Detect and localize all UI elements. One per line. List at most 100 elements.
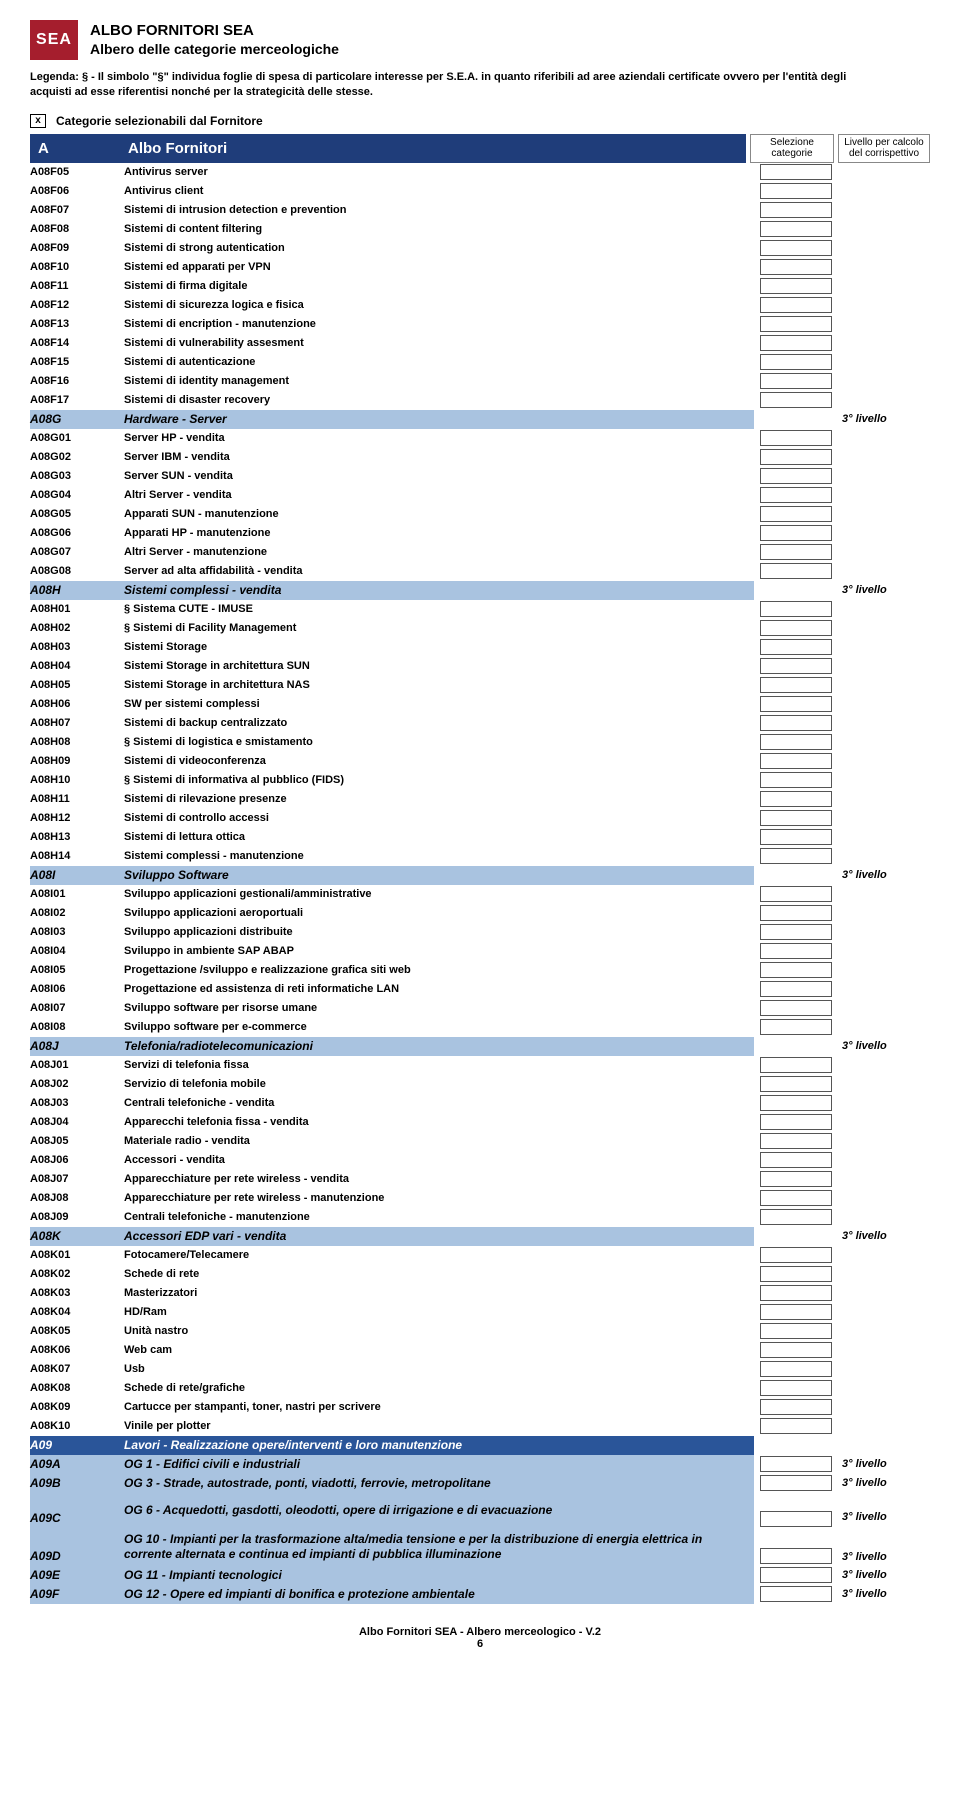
- selection-checkbox[interactable]: [760, 772, 832, 788]
- selection-checkbox[interactable]: [760, 259, 832, 275]
- table-row: A08H10§ Sistemi di informativa al pubbli…: [30, 771, 930, 790]
- selection-checkbox[interactable]: [760, 221, 832, 237]
- row-level: [838, 543, 930, 562]
- row-level: [838, 1132, 930, 1151]
- row-selection-cell: [754, 1246, 838, 1265]
- selection-checkbox[interactable]: [760, 1548, 832, 1564]
- row-level: 3° livello: [838, 1474, 930, 1493]
- table-row: A08K05Unità nastro: [30, 1322, 930, 1341]
- selection-checkbox[interactable]: [760, 1171, 832, 1187]
- selection-checkbox[interactable]: [760, 183, 832, 199]
- selection-checkbox[interactable]: [760, 278, 832, 294]
- selection-checkbox[interactable]: [760, 316, 832, 332]
- selection-checkbox[interactable]: [760, 1095, 832, 1111]
- selection-checkbox[interactable]: [760, 981, 832, 997]
- selection-checkbox[interactable]: [760, 1342, 832, 1358]
- selection-checkbox[interactable]: [760, 1304, 832, 1320]
- selection-checkbox[interactable]: [760, 924, 832, 940]
- selection-checkbox[interactable]: [760, 734, 832, 750]
- row-description: Unità nastro: [120, 1322, 754, 1341]
- selection-checkbox[interactable]: [760, 1511, 832, 1527]
- selection-checkbox[interactable]: [760, 810, 832, 826]
- selection-checkbox[interactable]: [760, 335, 832, 351]
- row-code: A08K01: [30, 1246, 120, 1265]
- table-row: A08G03Server SUN - vendita: [30, 467, 930, 486]
- selection-checkbox[interactable]: [760, 240, 832, 256]
- row-selection-cell: [754, 410, 838, 429]
- selection-checkbox[interactable]: [760, 601, 832, 617]
- selection-checkbox[interactable]: [760, 905, 832, 921]
- selection-checkbox[interactable]: [760, 658, 832, 674]
- selection-checkbox[interactable]: [760, 1475, 832, 1491]
- row-code: A08F13: [30, 315, 120, 334]
- selection-checkbox[interactable]: [760, 848, 832, 864]
- selection-checkbox[interactable]: [760, 943, 832, 959]
- selection-checkbox[interactable]: [760, 715, 832, 731]
- selection-checkbox[interactable]: [760, 829, 832, 845]
- selection-checkbox[interactable]: [760, 1190, 832, 1206]
- selection-checkbox[interactable]: [760, 1057, 832, 1073]
- selection-checkbox[interactable]: [760, 1266, 832, 1282]
- row-level: [838, 600, 930, 619]
- selection-checkbox[interactable]: [760, 544, 832, 560]
- selection-checkbox[interactable]: [760, 1076, 832, 1092]
- selection-checkbox[interactable]: [760, 1323, 832, 1339]
- row-selection-cell: [754, 201, 838, 220]
- selection-checkbox[interactable]: [760, 1399, 832, 1415]
- selection-checkbox[interactable]: [760, 753, 832, 769]
- selection-checkbox[interactable]: [760, 1456, 832, 1472]
- selection-checkbox[interactable]: [760, 620, 832, 636]
- row-level: [838, 296, 930, 315]
- table-row: A08H13Sistemi di lettura ottica: [30, 828, 930, 847]
- row-description: Sistemi Storage in architettura NAS: [120, 676, 754, 695]
- row-code: A08H06: [30, 695, 120, 714]
- selection-checkbox[interactable]: [760, 164, 832, 180]
- selection-checkbox[interactable]: [760, 1418, 832, 1434]
- row-level: [838, 182, 930, 201]
- selection-checkbox[interactable]: [760, 791, 832, 807]
- selection-checkbox[interactable]: [760, 886, 832, 902]
- row-description: Progettazione /sviluppo e realizzazione …: [120, 961, 754, 980]
- selection-checkbox[interactable]: [760, 1114, 832, 1130]
- table-row: A08G08Server ad alta affidabilità - vend…: [30, 562, 930, 581]
- row-selection-cell: [754, 182, 838, 201]
- selection-checkbox[interactable]: [760, 639, 832, 655]
- row-description: Apparecchi telefonia fissa - vendita: [120, 1113, 754, 1132]
- selection-checkbox[interactable]: [760, 1000, 832, 1016]
- row-code: A08G03: [30, 467, 120, 486]
- selection-checkbox[interactable]: [760, 1361, 832, 1377]
- selection-checkbox[interactable]: [760, 1209, 832, 1225]
- selection-checkbox[interactable]: [760, 373, 832, 389]
- selection-checkbox[interactable]: [760, 563, 832, 579]
- row-level: [838, 638, 930, 657]
- selection-checkbox[interactable]: [760, 487, 832, 503]
- selection-checkbox[interactable]: [760, 430, 832, 446]
- selection-checkbox[interactable]: [760, 1247, 832, 1263]
- selection-checkbox[interactable]: [760, 1586, 832, 1602]
- table-row: A08H12Sistemi di controllo accessi: [30, 809, 930, 828]
- selection-checkbox[interactable]: [760, 677, 832, 693]
- row-code: A09C: [30, 1493, 120, 1529]
- selection-checkbox[interactable]: [760, 525, 832, 541]
- selection-checkbox[interactable]: [760, 1133, 832, 1149]
- table-row: A08K03Masterizzatori: [30, 1284, 930, 1303]
- selection-checkbox[interactable]: [760, 1567, 832, 1583]
- selection-checkbox[interactable]: [760, 1285, 832, 1301]
- selection-checkbox[interactable]: [760, 392, 832, 408]
- selection-checkbox[interactable]: [760, 1380, 832, 1396]
- selection-checkbox[interactable]: [760, 354, 832, 370]
- selection-checkbox[interactable]: [760, 468, 832, 484]
- selection-checkbox[interactable]: [760, 297, 832, 313]
- row-description: Sviluppo in ambiente SAP ABAP: [120, 942, 754, 961]
- selection-checkbox[interactable]: [760, 1152, 832, 1168]
- row-selection-cell: [754, 1189, 838, 1208]
- selection-checkbox[interactable]: [760, 449, 832, 465]
- row-code: A08H05: [30, 676, 120, 695]
- row-code: A08F05: [30, 163, 120, 182]
- row-code: A08G05: [30, 505, 120, 524]
- selection-checkbox[interactable]: [760, 202, 832, 218]
- selection-checkbox[interactable]: [760, 696, 832, 712]
- selection-checkbox[interactable]: [760, 1019, 832, 1035]
- selection-checkbox[interactable]: [760, 506, 832, 522]
- selection-checkbox[interactable]: [760, 962, 832, 978]
